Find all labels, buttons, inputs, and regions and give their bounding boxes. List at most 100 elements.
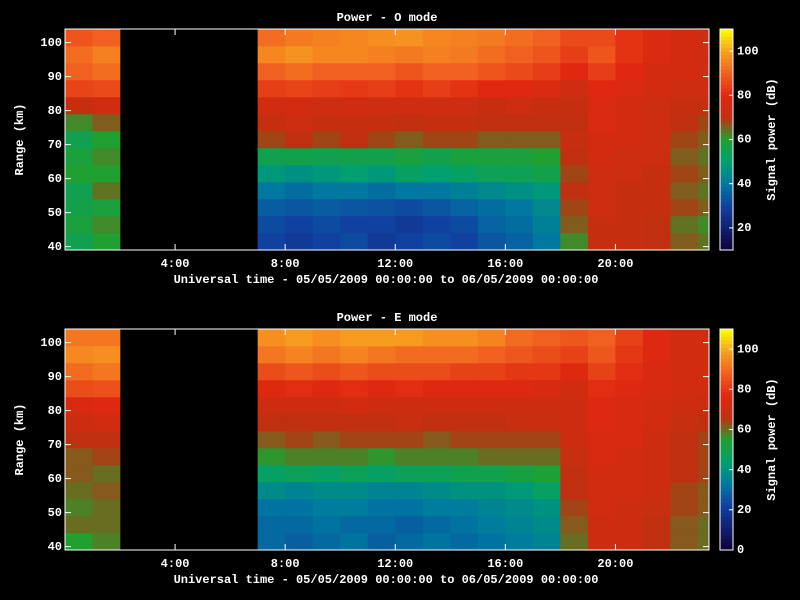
heatmap-cell (65, 414, 93, 432)
heatmap-cell (697, 533, 709, 550)
colorbar-swatch (720, 446, 733, 451)
heatmap-cell (505, 114, 534, 132)
heatmap-cell (395, 516, 424, 534)
heatmap-cell (560, 148, 589, 166)
heatmap-cell (92, 114, 121, 132)
heatmap-cell (477, 431, 506, 449)
heatmap-cell (422, 165, 451, 183)
heatmap-cell (422, 499, 451, 517)
heatmap-cell (587, 397, 616, 415)
heatmap-cell (615, 63, 644, 81)
heatmap-cell (560, 533, 589, 550)
heatmap-cell (697, 380, 709, 398)
heatmap-cell (92, 482, 121, 500)
heatmap-cell (367, 329, 396, 347)
heatmap-cell (642, 346, 671, 364)
heatmap-cell (312, 363, 341, 381)
heatmap-cell (532, 80, 561, 98)
heatmap-cell (285, 516, 313, 534)
colorbar-swatch (720, 146, 733, 151)
heatmap-cell (450, 329, 479, 347)
heatmap-cell (670, 165, 699, 183)
heatmap-cell (697, 63, 709, 81)
heatmap-cell (285, 465, 313, 483)
heatmap-cell (65, 29, 93, 47)
heatmap-cell (587, 482, 616, 500)
heatmap-cell (367, 29, 396, 47)
heatmap-cell (697, 114, 709, 132)
heatmap-cell (697, 80, 709, 98)
heatmap-cell (532, 97, 561, 115)
heatmap-cell (65, 499, 93, 517)
heatmap-cell (312, 80, 341, 98)
colorbar-swatch (720, 87, 733, 93)
heatmap-cell (285, 165, 313, 183)
heatmap-cell (257, 533, 286, 550)
heatmap-cell (532, 346, 561, 364)
heatmap-cell (422, 80, 451, 98)
heatmap-cell (422, 46, 451, 64)
heatmap-cell (395, 199, 424, 217)
heatmap-cell (477, 329, 506, 347)
colorbar-swatch (720, 224, 733, 229)
heatmap-cell (395, 431, 424, 449)
heatmap-cell (367, 148, 396, 166)
colorbar-swatch (720, 329, 733, 334)
heatmap-cell (505, 148, 534, 166)
heatmap-cell (65, 131, 93, 149)
heatmap-cell (367, 216, 396, 234)
colorbar-swatch (720, 117, 733, 122)
heatmap-cell (92, 199, 121, 217)
heatmap-cell (670, 448, 699, 466)
heatmap-cell (450, 363, 479, 381)
heatmap-cell (312, 63, 341, 81)
heatmap-cell (422, 465, 451, 483)
heatmap-cell (422, 29, 451, 47)
colorbar-swatch (720, 235, 733, 240)
heatmap-cell (587, 114, 616, 132)
heatmap-cell (532, 482, 561, 500)
heatmap-cell (422, 363, 451, 381)
heatmap-cell (697, 516, 709, 534)
heatmap-cell (642, 148, 671, 166)
heatmap-cell (505, 199, 534, 217)
heatmap-cell (532, 329, 561, 347)
heatmap-cell (257, 380, 286, 398)
heatmap-cell (312, 216, 341, 234)
colorbar-swatch (720, 527, 733, 532)
heatmap-cell (257, 216, 286, 234)
heatmap-cell (505, 216, 534, 234)
x-axis-label: Universal time - 05/05/2009 00:00:00 to … (174, 573, 599, 587)
heatmap-cell (285, 182, 313, 200)
heatmap-cell (532, 499, 561, 517)
heatmap-cell (587, 63, 616, 81)
heatmap-cell (697, 482, 709, 500)
colorbar-swatch (720, 161, 733, 166)
heatmap-cell (340, 465, 369, 483)
heatmap-cell (65, 233, 93, 250)
heatmap-cell (65, 431, 93, 449)
colorbar-swatch (720, 398, 733, 404)
heatmap-cell (395, 97, 424, 115)
heatmap-cell (312, 46, 341, 64)
heatmap-cell (697, 329, 709, 347)
heatmap-cell (65, 97, 93, 115)
heatmap-cell (312, 114, 341, 132)
heatmap-cell (615, 165, 644, 183)
colorbar-swatch (720, 124, 733, 129)
colorbar-swatch (720, 494, 733, 499)
colorbar-tick-label: 100 (737, 44, 759, 58)
heatmap-cell (615, 482, 644, 500)
heatmap-cell (285, 80, 313, 98)
heatmap-cell (422, 131, 451, 149)
heatmap-cell (422, 148, 451, 166)
heatmap-cell (505, 131, 534, 149)
x-tick-label: 20:00 (597, 557, 633, 571)
colorbar-tick-label: 20 (737, 503, 751, 517)
x-tick-label: 12:00 (377, 257, 413, 271)
heatmap-cell (670, 482, 699, 500)
heatmap-cell (285, 346, 313, 364)
heatmap-cell (642, 533, 671, 550)
